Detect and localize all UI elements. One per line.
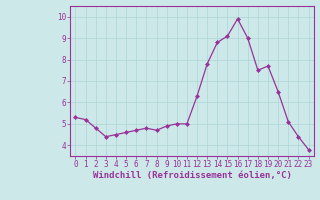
X-axis label: Windchill (Refroidissement éolien,°C): Windchill (Refroidissement éolien,°C): [92, 171, 292, 180]
